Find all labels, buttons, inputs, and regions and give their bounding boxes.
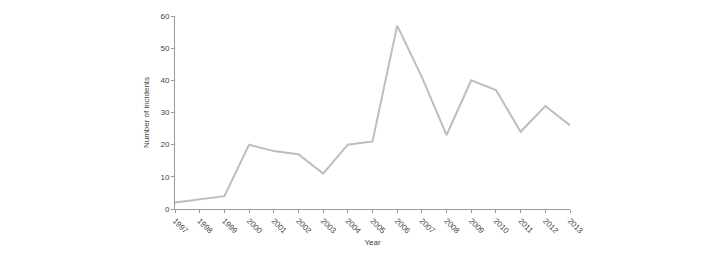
svg-text:2012: 2012 — [541, 216, 560, 235]
svg-text:2007: 2007 — [418, 216, 437, 235]
svg-text:2000: 2000 — [245, 216, 264, 235]
svg-text:2013: 2013 — [566, 216, 585, 235]
svg-text:2011: 2011 — [516, 216, 535, 235]
svg-text:10: 10 — [160, 173, 169, 182]
svg-text:50: 50 — [160, 44, 169, 53]
svg-text:2010: 2010 — [492, 216, 511, 235]
svg-text:2002: 2002 — [294, 216, 313, 235]
svg-text:1998: 1998 — [195, 216, 214, 235]
svg-text:2001: 2001 — [270, 216, 289, 235]
svg-text:40: 40 — [160, 76, 169, 85]
svg-text:1999: 1999 — [220, 216, 239, 235]
svg-text:2003: 2003 — [319, 216, 338, 235]
svg-text:1997: 1997 — [171, 216, 190, 235]
svg-text:Year: Year — [364, 238, 381, 247]
svg-text:0: 0 — [165, 205, 170, 214]
svg-text:60: 60 — [160, 12, 169, 21]
svg-text:30: 30 — [160, 108, 169, 117]
svg-text:Number of incidents: Number of incidents — [142, 77, 151, 148]
svg-text:2004: 2004 — [344, 216, 363, 235]
svg-text:2009: 2009 — [467, 216, 486, 235]
svg-text:2008: 2008 — [442, 216, 461, 235]
svg-text:20: 20 — [160, 140, 169, 149]
svg-text:2005: 2005 — [368, 216, 387, 235]
svg-text:2006: 2006 — [393, 216, 412, 235]
